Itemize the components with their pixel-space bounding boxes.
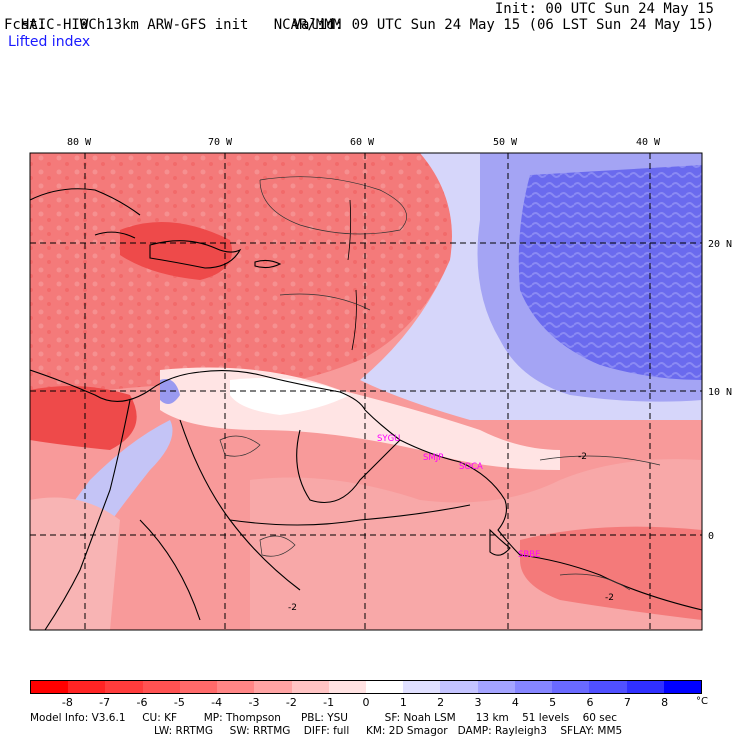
contour-6 — [559, 573, 631, 591]
contour-2 — [279, 293, 371, 311]
lon-label: 40 W — [636, 137, 661, 148]
station-sbbe[interactable]: SBBE — [518, 550, 540, 560]
lat-labels: 20 N 10 N 0 — [708, 239, 732, 542]
color-scale-tick-label: 5 — [549, 696, 557, 709]
lat-label: 10 N — [708, 387, 732, 398]
color-scale-swatch — [217, 681, 255, 693]
country-border-3 — [229, 504, 471, 526]
amazon-delta — [489, 528, 511, 556]
color-scale-swatch — [105, 681, 143, 693]
cuba-coast — [30, 188, 141, 216]
color-scale-tick-label: -8 — [61, 696, 73, 709]
color-scale-swatch — [626, 681, 664, 693]
color-scale-tick-label: -7 — [99, 696, 111, 709]
color-scale-swatch — [142, 681, 180, 693]
contour-labels: -2 -2 -2 — [288, 452, 614, 613]
color-scale-swatch — [31, 681, 69, 693]
lon-label: 80 W — [67, 137, 92, 148]
color-scale-swatch — [589, 681, 627, 693]
color-scale-swatch — [68, 681, 106, 693]
color-scale-swatch — [403, 681, 441, 693]
station-smjp[interactable]: SMJP — [423, 453, 443, 463]
color-scale-tick-label: 6 — [586, 696, 594, 709]
jamaica-coast — [94, 231, 136, 239]
color-scale-tick-label: -2 — [285, 696, 297, 709]
model-name: HAIC-HIWC 13km ARW-GFS init — [20, 17, 249, 33]
lon-label: 60 W — [350, 137, 375, 148]
caribbean-coast — [30, 369, 366, 411]
contours — [219, 176, 661, 591]
contour-1 — [259, 176, 407, 235]
contour-value-label: -2 — [578, 452, 587, 462]
country-border-2 — [296, 429, 401, 504]
lon-label: 50 W — [493, 137, 518, 148]
hispaniola-coast — [149, 240, 242, 269]
graticule — [30, 153, 702, 630]
field-name: Lifted index — [8, 34, 91, 50]
map-frame — [29, 152, 703, 631]
contour-5 — [259, 535, 296, 557]
coastlines — [30, 188, 702, 630]
color-scale-ticks: -8 -7 -6 -5 -4 -3 -2 -1 0 1 2 3 4 5 6 7 8 — [0, 696, 740, 710]
contour-3 — [539, 455, 661, 466]
color-scale-tick-label: 1 — [399, 696, 407, 709]
color-scale-tick-label: 0 — [362, 696, 370, 709]
organization: NCAR/MMM — [273, 17, 342, 33]
color-scale-swatch — [552, 681, 590, 693]
color-scale-swatch — [291, 681, 329, 693]
contour-value-label: -2 — [605, 593, 614, 603]
color-scale-tick-label: -3 — [248, 696, 260, 709]
pacific-weak-area — [30, 497, 120, 630]
lesser-antilles — [347, 199, 357, 351]
guianas-brazil-coast — [364, 409, 702, 611]
pacific-coast — [44, 399, 131, 630]
country-border-1 — [179, 419, 301, 591]
color-scale-swatch — [663, 681, 701, 693]
contour-4 — [219, 435, 261, 457]
puerto-rico-coast — [254, 259, 282, 269]
color-scale-swatch — [477, 681, 515, 693]
lon-labels: 80 W 70 W 60 W 50 W 40 W — [67, 137, 661, 148]
station-sygu[interactable]: SYGU — [377, 434, 400, 444]
color-scale-unit: °C — [696, 696, 708, 707]
color-scale-tick-label: -5 — [173, 696, 185, 709]
color-scale-tick-label: -6 — [136, 696, 148, 709]
station-soca[interactable]: SOCA — [459, 462, 483, 472]
init-time: Init: 00 UTC Sun 24 May 15 — [494, 1, 714, 17]
color-scale-tick-label: 4 — [511, 696, 519, 709]
header-model-title: HAIC-HIWC 13km ARW-GFS init NCAR/MMM — [4, 1, 341, 33]
valid-time: Valid: 09 UTC Sun 24 May 15 (06 LST Sun … — [292, 17, 714, 33]
hispaniola-strong-area — [120, 222, 232, 280]
color-scale-tick-label: -4 — [211, 696, 223, 709]
caribbean-negative-area — [30, 153, 452, 400]
station-labels: SYGU SMJP SOCA SBBE — [377, 434, 540, 560]
color-scale-swatch — [514, 681, 553, 693]
lon-label: 70 W — [208, 137, 233, 148]
lat-label: 20 N — [708, 239, 732, 250]
color-scale-swatch — [179, 681, 218, 693]
lat-label: 0 — [708, 531, 714, 542]
atlantic-strong-positive-area — [518, 165, 702, 380]
color-scale-swatch — [365, 681, 404, 693]
color-scale-tick-label: 3 — [474, 696, 482, 709]
color-scale-bar — [30, 680, 702, 694]
color-scale-tick-label: -1 — [323, 696, 335, 709]
color-scale-tick-label: 8 — [661, 696, 669, 709]
color-scale-tick-label: 7 — [623, 696, 631, 709]
panama-strong-area — [30, 386, 137, 450]
model-info-line-1: Model Info: V3.6.1 CU: KF MP: Thompson P… — [30, 712, 618, 724]
contour-value-label: -2 — [288, 603, 297, 613]
venezuela-neutral-area — [230, 377, 350, 415]
model-info-line-2: LW: RRTMG SW: RRTMG DIFF: full KM: 2D Sm… — [154, 725, 623, 737]
color-scale-swatch — [440, 681, 478, 693]
country-border-4 — [139, 519, 201, 621]
color-scale-tick-label: 2 — [437, 696, 445, 709]
forecast-hour: Fcst: 9 h — [4, 17, 106, 33]
brazil-negative-area — [520, 526, 702, 620]
color-scale-swatch — [328, 681, 366, 693]
color-scale-swatch — [254, 681, 292, 693]
